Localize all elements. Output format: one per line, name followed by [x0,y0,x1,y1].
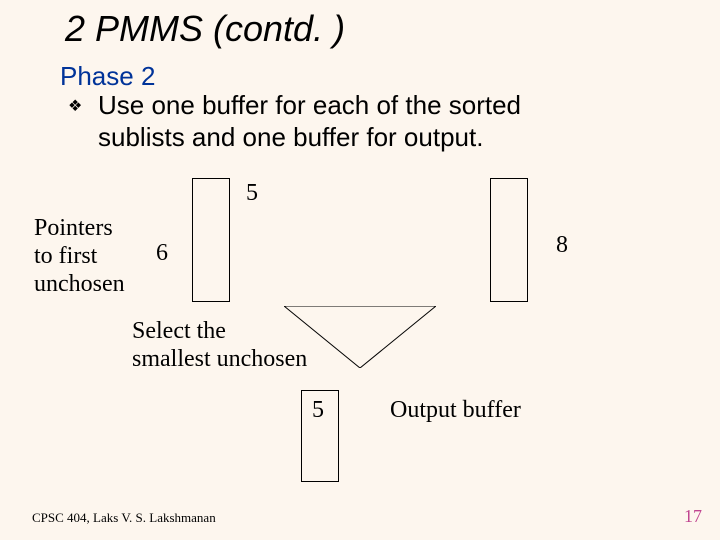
pointers-label-line1: Pointers [34,214,125,242]
pointers-label: Pointers to first unchosen [34,214,125,298]
slide-root: 2 PMMS (contd. ) Phase 2 ❖ Use one buffe… [0,0,720,540]
slide-title: 2 PMMS (contd. ) [65,8,345,50]
number-5-top: 5 [246,180,258,207]
number-8: 8 [556,232,568,259]
funnel-polygon [284,306,436,368]
number-6: 6 [156,240,168,267]
buffer-box-1 [192,178,230,302]
bullet-line-1: Use one buffer for each of the sorted [98,90,521,121]
select-label-line2: smallest unchosen [132,345,307,373]
funnel-shape [284,306,436,368]
footer-course: CPSC 404, Laks V. S. Lakshmanan [32,510,216,526]
bullet-icon: ❖ [68,96,82,116]
number-5-output: 5 [312,397,324,424]
output-buffer-label: Output buffer [390,397,521,424]
pointers-label-line2: to first [34,242,125,270]
select-label: Select the smallest unchosen [132,317,307,373]
phase-heading: Phase 2 [60,61,155,92]
buffer-box-2 [490,178,528,302]
select-label-line1: Select the [132,317,307,345]
pointers-label-line3: unchosen [34,270,125,298]
bullet-line-2: sublists and one buffer for output. [98,122,483,153]
footer-page-number: 17 [684,506,702,527]
